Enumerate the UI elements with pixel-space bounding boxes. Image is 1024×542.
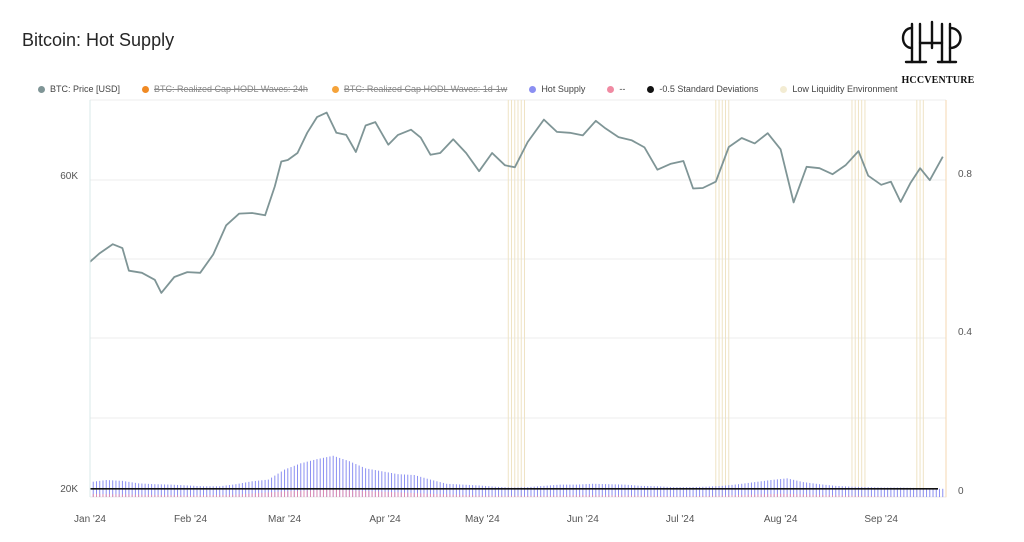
legend-label: BTC: Realized Cap HODL Waves: 24h [154, 84, 308, 94]
legend-dot-icon [780, 85, 788, 93]
logo-text: HCCVENTURE [901, 75, 975, 86]
legend-item[interactable]: Hot Supply [529, 84, 585, 94]
legend-dot-icon [607, 85, 615, 93]
legend-dot-icon [529, 85, 537, 93]
x-tick-label: Jul '24 [666, 514, 695, 525]
x-tick-label: Aug '24 [764, 514, 798, 525]
legend-item[interactable]: BTC: Realized Cap HODL Waves: 1d-1w [331, 84, 508, 94]
x-tick-label: Feb '24 [174, 514, 207, 525]
chart-legend: BTC: Price [USD] BTC: Realized Cap HODL W… [38, 84, 897, 94]
y-right-tick-label: 0.4 [958, 327, 972, 338]
page-title: Bitcoin: Hot Supply [22, 30, 175, 50]
x-tick-label: May '24 [465, 514, 500, 525]
legend-item[interactable]: Low Liquidity Environment [780, 84, 897, 94]
y-right-tick-label: 0 [958, 486, 964, 497]
x-tick-label: Mar '24 [268, 514, 301, 525]
legend-item[interactable]: -0.5 Standard Deviations [647, 84, 758, 94]
legend-dot-icon [331, 85, 339, 93]
price-line-layer [89, 111, 944, 294]
x-tick-label: Jan '24 [74, 514, 106, 525]
axes: Jan '24 Feb '24 Mar '24 Apr '24 May '24 Jun '… [60, 100, 972, 525]
legend-dot-icon [38, 85, 45, 93]
y-left-tick-label: 60K [60, 171, 78, 182]
legend-dot-icon [142, 85, 150, 93]
legend-label: Hot Supply [541, 84, 586, 94]
legend-dot-icon [647, 85, 655, 93]
x-tick-label: Sep '24 [864, 514, 898, 525]
hccventure-logo-icon [901, 20, 962, 64]
legend-item[interactable]: -- [607, 84, 625, 94]
legend-item[interactable]: BTC: Price [USD] [38, 84, 120, 94]
x-tick-label: Jun '24 [567, 514, 599, 525]
btc-price-line [89, 111, 944, 294]
hot-supply-bars [89, 455, 947, 498]
x-tick-label: Apr '24 [369, 514, 401, 525]
legend-label: BTC: Price [USD] [50, 84, 121, 94]
legend-label: Low Liquidity Environment [792, 84, 898, 94]
legend-label: -- [619, 84, 626, 94]
y-left-tick-label: 20K [60, 484, 78, 495]
legend-item[interactable]: BTC: Realized Cap HODL Waves: 24h [142, 84, 308, 94]
legend-label: -0.5 Standard Deviations [659, 84, 759, 94]
y-right-tick-label: 0.8 [958, 169, 972, 180]
legend-label: BTC: Realized Cap HODL Waves: 1d-1w [343, 84, 508, 94]
